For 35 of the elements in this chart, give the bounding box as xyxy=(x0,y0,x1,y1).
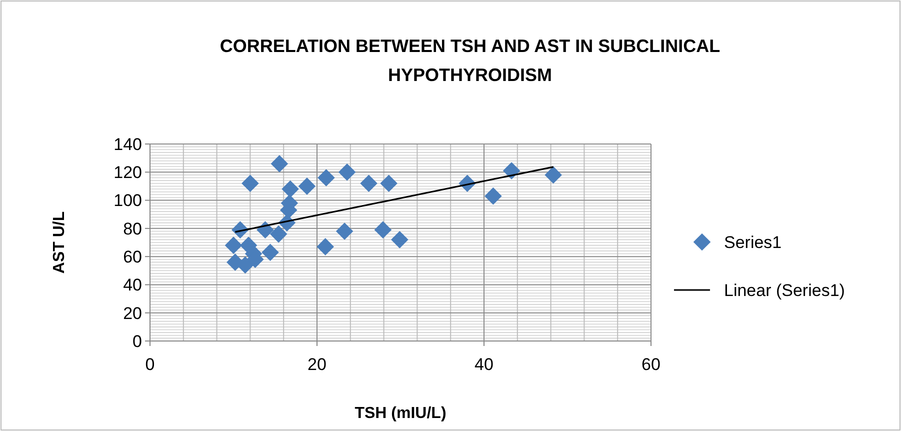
x-tick-label: 20 xyxy=(308,355,326,374)
point xyxy=(298,178,316,195)
chart-title: CORRELATION BETWEEN TSH AND AST IN SUBCLINICAL HYPOTHYROIDISM xyxy=(220,36,720,85)
y-tick-label: 140 xyxy=(114,134,142,154)
x-tick-label: 60 xyxy=(642,355,660,374)
point xyxy=(544,166,562,184)
x-tick-label: 0 xyxy=(145,355,155,374)
y-tick-label: 60 xyxy=(123,248,142,267)
legend-label: Series1 xyxy=(724,232,782,252)
point xyxy=(391,231,408,248)
point xyxy=(380,174,398,192)
point xyxy=(484,187,502,205)
point xyxy=(318,169,335,186)
point xyxy=(242,174,259,192)
point xyxy=(282,180,299,198)
y-tick-label: 100 xyxy=(114,191,142,210)
x-axis-title: TSH (mIU/L) xyxy=(354,405,446,422)
y-tick-label: 40 xyxy=(123,276,142,295)
point xyxy=(224,236,242,254)
y-axis-title: AST U/L xyxy=(51,211,68,274)
point xyxy=(338,163,356,181)
point xyxy=(316,238,334,256)
y-tick-label: 0 xyxy=(132,332,142,351)
y-tick-label: 80 xyxy=(123,219,142,238)
point xyxy=(336,222,354,240)
legend-label: Linear (Series1) xyxy=(724,280,845,300)
point xyxy=(374,221,392,238)
point xyxy=(262,244,279,262)
x-tick-label: 40 xyxy=(474,355,494,374)
point xyxy=(270,155,288,172)
y-tick-label: 120 xyxy=(114,163,142,182)
point xyxy=(236,256,254,274)
point xyxy=(360,174,378,192)
y-tick-label: 20 xyxy=(123,304,142,323)
point xyxy=(270,225,288,243)
